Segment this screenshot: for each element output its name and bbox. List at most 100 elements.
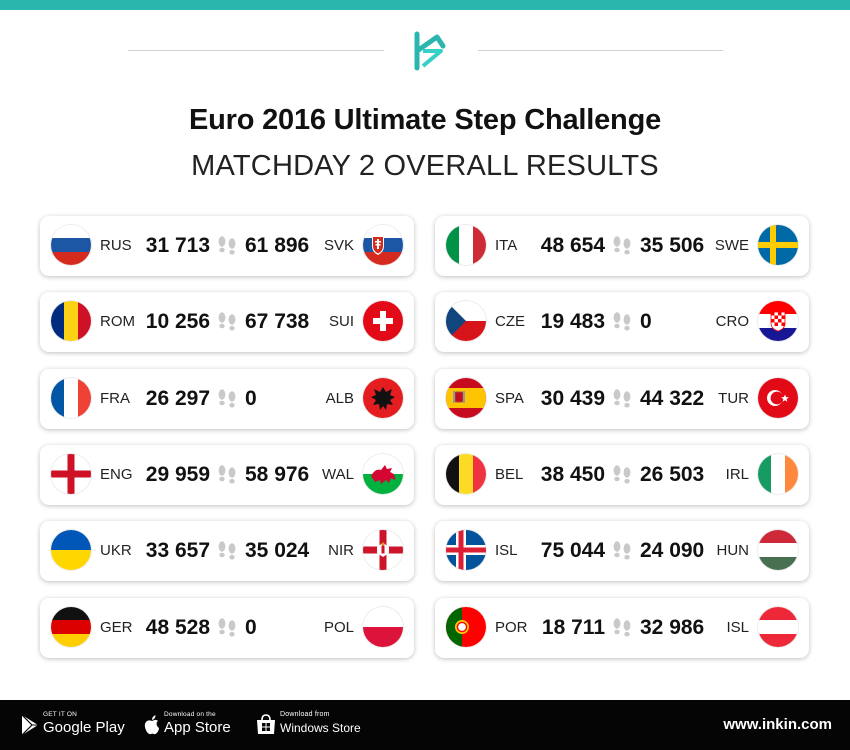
austria-flag-icon xyxy=(758,607,798,647)
match-card: GER 48 528 0 POL xyxy=(40,598,414,658)
home-flag-icon xyxy=(51,301,91,341)
sweden-flag-icon xyxy=(758,225,798,265)
home-team-steps: 29 959 xyxy=(145,463,210,486)
website-link[interactable]: www.inkin.com xyxy=(723,716,832,733)
footsteps-icon xyxy=(216,235,238,257)
away-team-code: SUI xyxy=(328,313,354,330)
away-team-code: TUR xyxy=(718,390,749,407)
home-team-steps: 33 657 xyxy=(145,539,210,562)
home-team-steps: 10 256 xyxy=(145,310,210,333)
northern-ireland-flag-icon xyxy=(363,530,403,570)
apple-icon xyxy=(144,715,159,735)
romania-flag-icon xyxy=(51,301,91,341)
england-flag-icon xyxy=(51,454,91,494)
away-flag-icon xyxy=(363,607,403,647)
home-team-code: CZE xyxy=(495,313,525,330)
spain-flag-icon xyxy=(446,378,486,418)
google-play-label: Google Play xyxy=(43,719,125,736)
header-divider-left xyxy=(128,50,384,51)
albania-flag-icon xyxy=(363,378,403,418)
away-team-steps: 67 738 xyxy=(245,310,310,333)
ukraine-flag-icon xyxy=(51,530,91,570)
ireland-flag-icon xyxy=(758,454,798,494)
google-play-small: GET IT ON xyxy=(43,711,78,718)
home-team-code: UKR xyxy=(100,542,132,559)
away-team-code: POL xyxy=(323,619,354,636)
away-team-steps: 44 322 xyxy=(640,387,705,410)
match-card: SPA 30 439 44 322 TUR xyxy=(435,369,809,429)
turkey-flag-icon xyxy=(758,378,798,418)
home-team-steps: 48 654 xyxy=(540,234,605,257)
russia-flag-icon xyxy=(51,225,91,265)
away-flag-icon xyxy=(758,378,798,418)
czech-flag-icon xyxy=(446,301,486,341)
away-flag-icon xyxy=(758,225,798,265)
match-card: ITA 48 654 35 506 SWE xyxy=(435,216,809,276)
windows-store-icon xyxy=(257,714,275,734)
hungary-flag-icon xyxy=(758,530,798,570)
away-team-code: CRO xyxy=(715,313,749,330)
home-team-steps: 18 711 xyxy=(541,616,605,639)
home-team-code: FRA xyxy=(100,390,130,407)
home-team-code: POR xyxy=(495,619,528,636)
away-flag-icon xyxy=(758,454,798,494)
match-card: RUS 31 713 61 896 SVK xyxy=(40,216,414,276)
match-card: ISL 75 044 24 090 HUN xyxy=(435,521,809,581)
wales-flag-icon xyxy=(363,454,403,494)
away-flag-icon xyxy=(758,301,798,341)
footsteps-icon xyxy=(611,235,633,257)
windows-store-badge[interactable]: Download from Windows Store xyxy=(256,711,361,741)
switzerland-flag-icon xyxy=(363,301,403,341)
footsteps-icon xyxy=(216,388,238,410)
portugal-flag-icon xyxy=(446,607,486,647)
match-card: CZE 19 483 0 CRO xyxy=(435,292,809,352)
footer-bar: GET IT ON Google Play Download on the Ap… xyxy=(0,700,850,750)
away-team-steps: 61 896 xyxy=(245,234,310,257)
away-team-code: ISL xyxy=(726,619,749,636)
away-flag-icon xyxy=(758,530,798,570)
home-flag-icon xyxy=(51,378,91,418)
home-flag-icon xyxy=(51,607,91,647)
home-team-code: SPA xyxy=(495,390,524,407)
belgium-flag-icon xyxy=(446,454,486,494)
footsteps-icon xyxy=(216,464,238,486)
match-card: BEL 38 450 26 503 IRL xyxy=(435,445,809,505)
footsteps-icon xyxy=(216,540,238,562)
poland-flag-icon xyxy=(363,607,403,647)
google-play-badge[interactable]: GET IT ON Google Play xyxy=(20,711,128,741)
home-flag-icon xyxy=(446,301,486,341)
home-flag-icon xyxy=(446,454,486,494)
germany-flag-icon xyxy=(51,607,91,647)
home-flag-icon xyxy=(51,225,91,265)
home-team-code: RUS xyxy=(100,237,132,254)
iceland-flag-icon xyxy=(446,530,486,570)
away-team-steps: 26 503 xyxy=(640,463,705,486)
france-flag-icon xyxy=(51,378,91,418)
away-team-code: ALB xyxy=(325,390,354,407)
page-title: Euro 2016 Ultimate Step Challenge xyxy=(188,104,662,136)
home-flag-icon xyxy=(446,530,486,570)
match-card: ENG 29 959 58 976 WAL xyxy=(40,445,414,505)
app-store-badge[interactable]: Download on the App Store xyxy=(142,711,237,741)
app-store-small: Download on the xyxy=(164,711,216,718)
home-team-steps: 38 450 xyxy=(540,463,605,486)
away-flag-icon xyxy=(363,378,403,418)
away-team-code: WAL xyxy=(322,466,354,483)
home-flag-icon xyxy=(446,378,486,418)
footsteps-icon xyxy=(611,617,633,639)
away-team-code: HUN xyxy=(716,542,750,559)
away-flag-icon xyxy=(363,301,403,341)
away-team-code: IRL xyxy=(725,466,749,483)
home-team-steps: 30 439 xyxy=(540,387,605,410)
windows-store-small: Download from xyxy=(280,711,330,718)
home-team-steps: 48 528 xyxy=(145,616,210,639)
match-card: UKR 33 657 35 024 NIR xyxy=(40,521,414,581)
top-accent-bar xyxy=(0,0,850,10)
footsteps-icon xyxy=(611,464,633,486)
home-team-steps: 31 713 xyxy=(145,234,210,257)
away-team-code: SWE xyxy=(714,237,749,254)
inkin-logo xyxy=(414,31,446,71)
home-flag-icon xyxy=(446,607,486,647)
home-flag-icon xyxy=(51,454,91,494)
away-team-steps: 0 xyxy=(245,616,257,639)
